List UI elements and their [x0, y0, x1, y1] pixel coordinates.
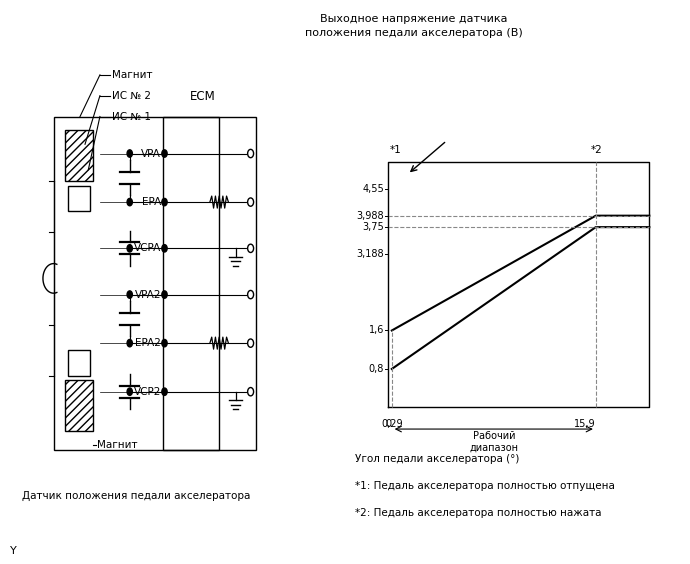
Text: 15,9: 15,9 [574, 420, 595, 429]
Circle shape [248, 149, 254, 158]
Text: VPA: VPA [141, 148, 161, 158]
Circle shape [248, 198, 254, 206]
Text: 3,988: 3,988 [357, 211, 384, 221]
Circle shape [162, 340, 167, 347]
Circle shape [162, 388, 167, 395]
Text: Y: Y [10, 545, 17, 556]
Circle shape [248, 339, 254, 347]
Circle shape [162, 245, 167, 252]
Text: ИС № 2: ИС № 2 [112, 91, 150, 101]
Circle shape [248, 387, 254, 396]
Circle shape [248, 290, 254, 299]
Text: 0,8: 0,8 [368, 364, 384, 374]
Text: Магнит: Магнит [97, 440, 137, 450]
Text: *1: Педаль акселератора полностью отпущена: *1: Педаль акселератора полностью отпуще… [355, 481, 615, 491]
Text: Рабочий
диапазон: Рабочий диапазон [469, 431, 518, 453]
Text: Выходное напряжение датчика
положения педали акселератора (В): Выходное напряжение датчика положения пе… [305, 14, 523, 38]
Bar [54, 117, 219, 450]
Text: Угол педали акселератора (°): Угол педали акселератора (°) [355, 454, 520, 464]
Text: ИС № 1: ИС № 1 [112, 112, 150, 121]
Text: VCP2: VCP2 [134, 387, 161, 396]
Circle shape [127, 388, 132, 395]
Text: 3,75: 3,75 [362, 222, 384, 232]
Circle shape [162, 199, 167, 206]
Circle shape [127, 245, 132, 252]
Circle shape [127, 150, 132, 157]
Circle shape [127, 340, 132, 347]
Text: 4,55: 4,55 [362, 184, 384, 193]
Text: ECM: ECM [190, 90, 215, 103]
Text: 0,29: 0,29 [381, 420, 403, 429]
Text: 0: 0 [385, 420, 391, 429]
Bar [163, 117, 255, 450]
Circle shape [248, 244, 254, 253]
Bar [68, 186, 90, 212]
Text: *1: *1 [389, 145, 401, 155]
Text: VPA2: VPA2 [135, 289, 161, 299]
Bar [68, 350, 90, 376]
Circle shape [162, 150, 167, 157]
Bar [65, 130, 93, 181]
Circle shape [127, 199, 132, 206]
Text: *2: Педаль акселератора полностью нажата: *2: Педаль акселератора полностью нажата [355, 508, 602, 518]
Text: VCPA: VCPA [134, 243, 161, 253]
Text: Магнит: Магнит [112, 70, 152, 80]
Text: *2: *2 [591, 145, 602, 155]
Text: EPA2: EPA2 [135, 338, 161, 348]
Circle shape [127, 291, 132, 298]
Text: 3,188: 3,188 [357, 249, 384, 259]
Text: Датчик положения педали акселератора: Датчик положения педали акселератора [22, 491, 250, 501]
Bar [65, 380, 93, 431]
Text: EPA: EPA [142, 197, 161, 207]
Circle shape [162, 291, 167, 298]
Text: 1,6: 1,6 [368, 325, 384, 336]
